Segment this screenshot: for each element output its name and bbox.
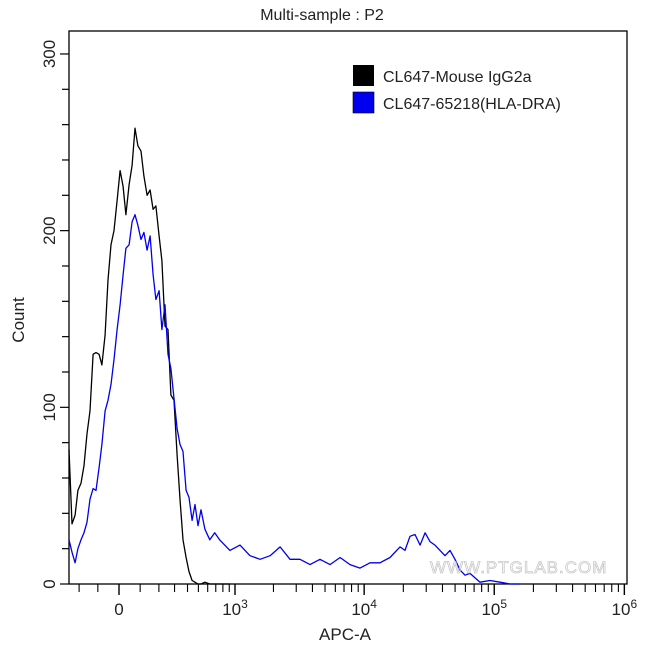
series-line-1 — [68, 214, 520, 585]
series-line-0 — [68, 127, 230, 585]
chart-title: Multi-sample : P2 — [260, 7, 384, 24]
axis-ticks: 0 100 200 300 0 103 104 105 106 — [40, 40, 637, 619]
legend-label-hla-dra: CL647-65218(HLA-DRA) — [383, 96, 561, 113]
x-tick-label: 104 — [351, 597, 377, 619]
series-lines — [68, 127, 520, 585]
y-tick-label: 300 — [40, 40, 59, 68]
x-tick-label: 105 — [481, 597, 507, 619]
x-tick-label: 0 — [114, 600, 123, 619]
legend-label-isotype: CL647-Mouse IgG2a — [383, 69, 532, 86]
plot-frame — [68, 30, 628, 585]
y-tick-label: 200 — [40, 216, 59, 244]
x-tick-label: 106 — [612, 597, 638, 619]
y-tick-label: 0 — [40, 579, 59, 588]
x-axis-title: APC-A — [319, 625, 372, 644]
legend-swatch-blue — [352, 91, 375, 114]
y-axis-title: Count — [9, 297, 28, 343]
legend: CL647-Mouse IgG2a CL647-65218(HLA-DRA) — [352, 65, 561, 114]
x-tick-label: 103 — [222, 597, 248, 619]
watermark: WWW.PTGLAB.COM — [430, 558, 607, 577]
y-tick-label: 100 — [40, 393, 59, 421]
legend-swatch-black — [353, 65, 374, 86]
